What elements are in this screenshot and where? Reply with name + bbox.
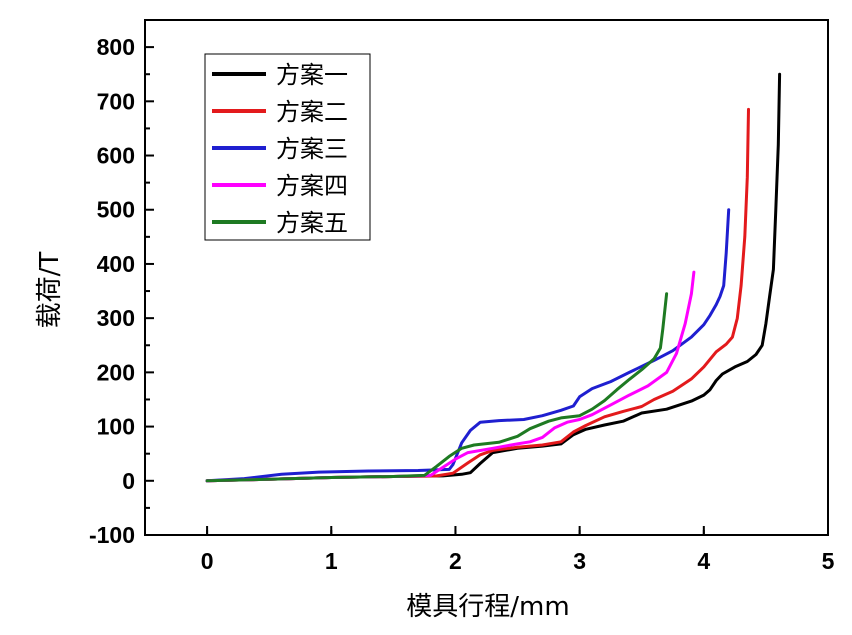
x-tick-label: 2 [449, 548, 462, 574]
series-line [205, 72, 782, 483]
y-tick-label: 400 [97, 251, 135, 277]
y-tick-label: 300 [97, 305, 135, 331]
y-tick-label: -100 [89, 522, 135, 548]
x-axis-ticks: 0 1 2 3 4 5 [201, 526, 835, 574]
y-tick-label: 500 [97, 197, 135, 223]
legend-label: 方案一 [276, 61, 348, 89]
plot-frame [144, 19, 829, 536]
y-tick-label: 700 [97, 88, 135, 114]
x-tick-label: 0 [201, 548, 214, 574]
x-tick-label: 3 [573, 548, 586, 574]
x-axis-title: 模具行程/mm [406, 592, 569, 622]
y-tick-label: 600 [97, 143, 135, 169]
series-line [205, 292, 669, 483]
y-tick-label: 0 [122, 468, 135, 494]
y-axis-title: 载荷/T [35, 252, 65, 329]
legend-label: 方案三 [276, 135, 348, 163]
legend-label: 方案二 [276, 98, 348, 126]
x-tick-label: 4 [697, 548, 710, 574]
series-layer [205, 72, 782, 483]
x-tick-label: 5 [822, 548, 835, 574]
y-tick-label: 800 [97, 34, 135, 60]
series-line [205, 208, 731, 483]
y-tick-label: 200 [97, 359, 135, 385]
legend-label: 方案四 [276, 172, 348, 200]
legend-label: 方案五 [276, 209, 348, 237]
y-axis-ticks: -100 0 100 200 300 400 500 600 700 800 [89, 34, 154, 548]
y-tick-label: 100 [97, 414, 135, 440]
x-tick-label: 1 [325, 548, 338, 574]
series-line [205, 107, 750, 483]
